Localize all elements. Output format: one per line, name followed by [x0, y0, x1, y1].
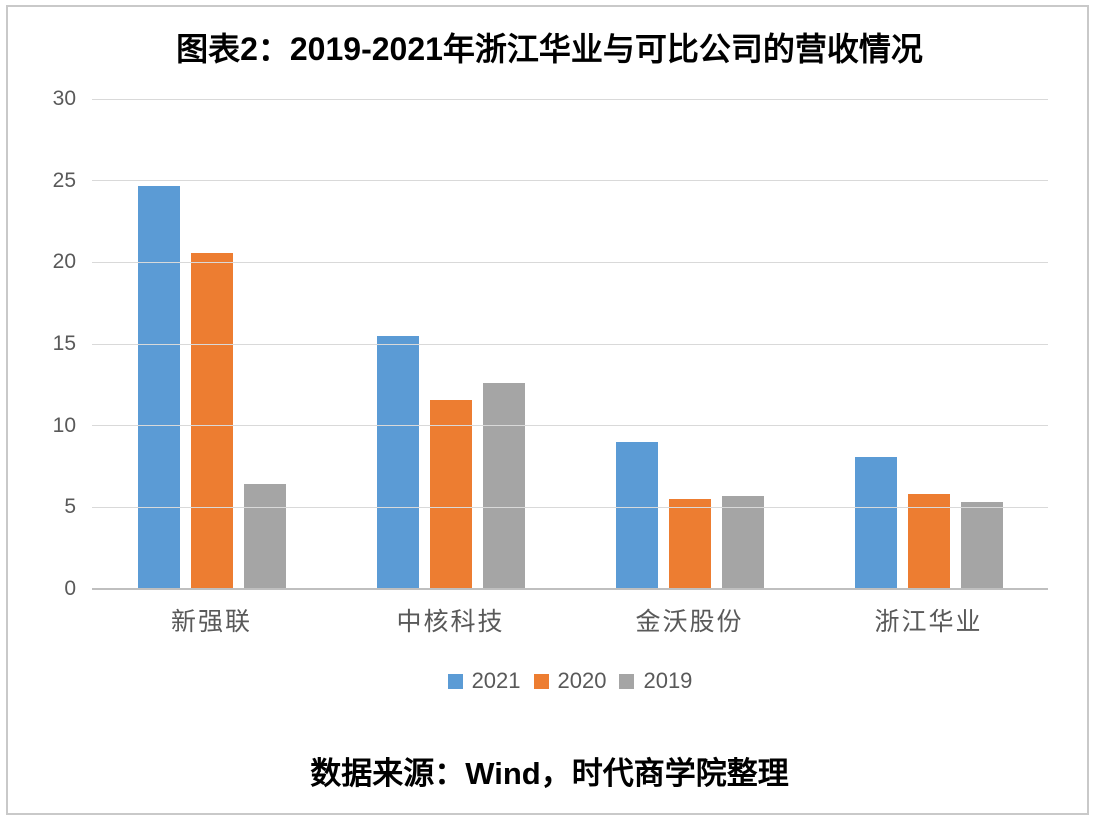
legend-swatch-icon [533, 673, 549, 689]
y-axis-labels: 0 5 10 15 20 25 30 [10, 87, 76, 600]
legend-label: 2020 [557, 668, 607, 693]
legend-item-2020: 2020 [533, 668, 607, 693]
x-category-label: 中核科技 [396, 608, 505, 636]
bar-2019 [960, 502, 1003, 589]
y-tick-label: 0 [64, 577, 76, 600]
legend-label: 2019 [643, 668, 693, 693]
plot-area [92, 98, 1048, 590]
x-category-label: 浙江华业 [874, 608, 983, 636]
legend-swatch-icon [447, 673, 463, 689]
y-tick-label: 25 [52, 168, 76, 192]
x-axis-labels: 新强联 中核科技 金沃股份 浙江华业 [92, 602, 1048, 638]
bar-2019 [482, 383, 525, 589]
bar-group [570, 99, 809, 589]
x-category-label: 金沃股份 [635, 608, 744, 636]
y-tick-label: 30 [52, 87, 76, 110]
chart-title: 图表2：2019-2021年浙江华业与可比公司的营收情况 [176, 31, 923, 67]
gridline [92, 506, 1048, 508]
bar-group [331, 99, 570, 589]
gridline [92, 180, 1048, 182]
y-tick-label: 20 [52, 250, 76, 274]
bar-group [92, 99, 331, 589]
bar-groups [92, 99, 1048, 589]
legend-label: 2021 [471, 668, 521, 693]
bar-2020 [190, 252, 233, 589]
bar-2020 [668, 499, 711, 589]
legend: 2021 2020 2019 [92, 670, 1048, 692]
gridline [92, 98, 1048, 100]
gridline [92, 425, 1048, 427]
bar-2021 [854, 456, 897, 589]
bar-2021 [137, 185, 180, 589]
bar-2021 [376, 335, 419, 589]
bar-2019 [243, 484, 286, 589]
legend-swatch-icon [619, 673, 635, 689]
bar-2019 [721, 495, 764, 589]
x-axis-line [92, 588, 1048, 590]
y-tick-label: 10 [52, 413, 76, 437]
y-tick-label: 5 [64, 495, 76, 519]
bar-2021 [615, 442, 658, 589]
bar-group [809, 99, 1048, 589]
gridline [92, 261, 1048, 263]
legend-item-2019: 2019 [619, 670, 692, 692]
bar-2020 [907, 494, 950, 589]
source-note: 数据来源：Wind，时代商学院整理 [310, 756, 789, 791]
x-category-label: 新强联 [170, 608, 252, 636]
bar-2020 [429, 399, 472, 589]
gridline [92, 343, 1048, 345]
y-tick-label: 15 [52, 332, 76, 355]
legend-item-2021: 2021 [447, 668, 521, 693]
